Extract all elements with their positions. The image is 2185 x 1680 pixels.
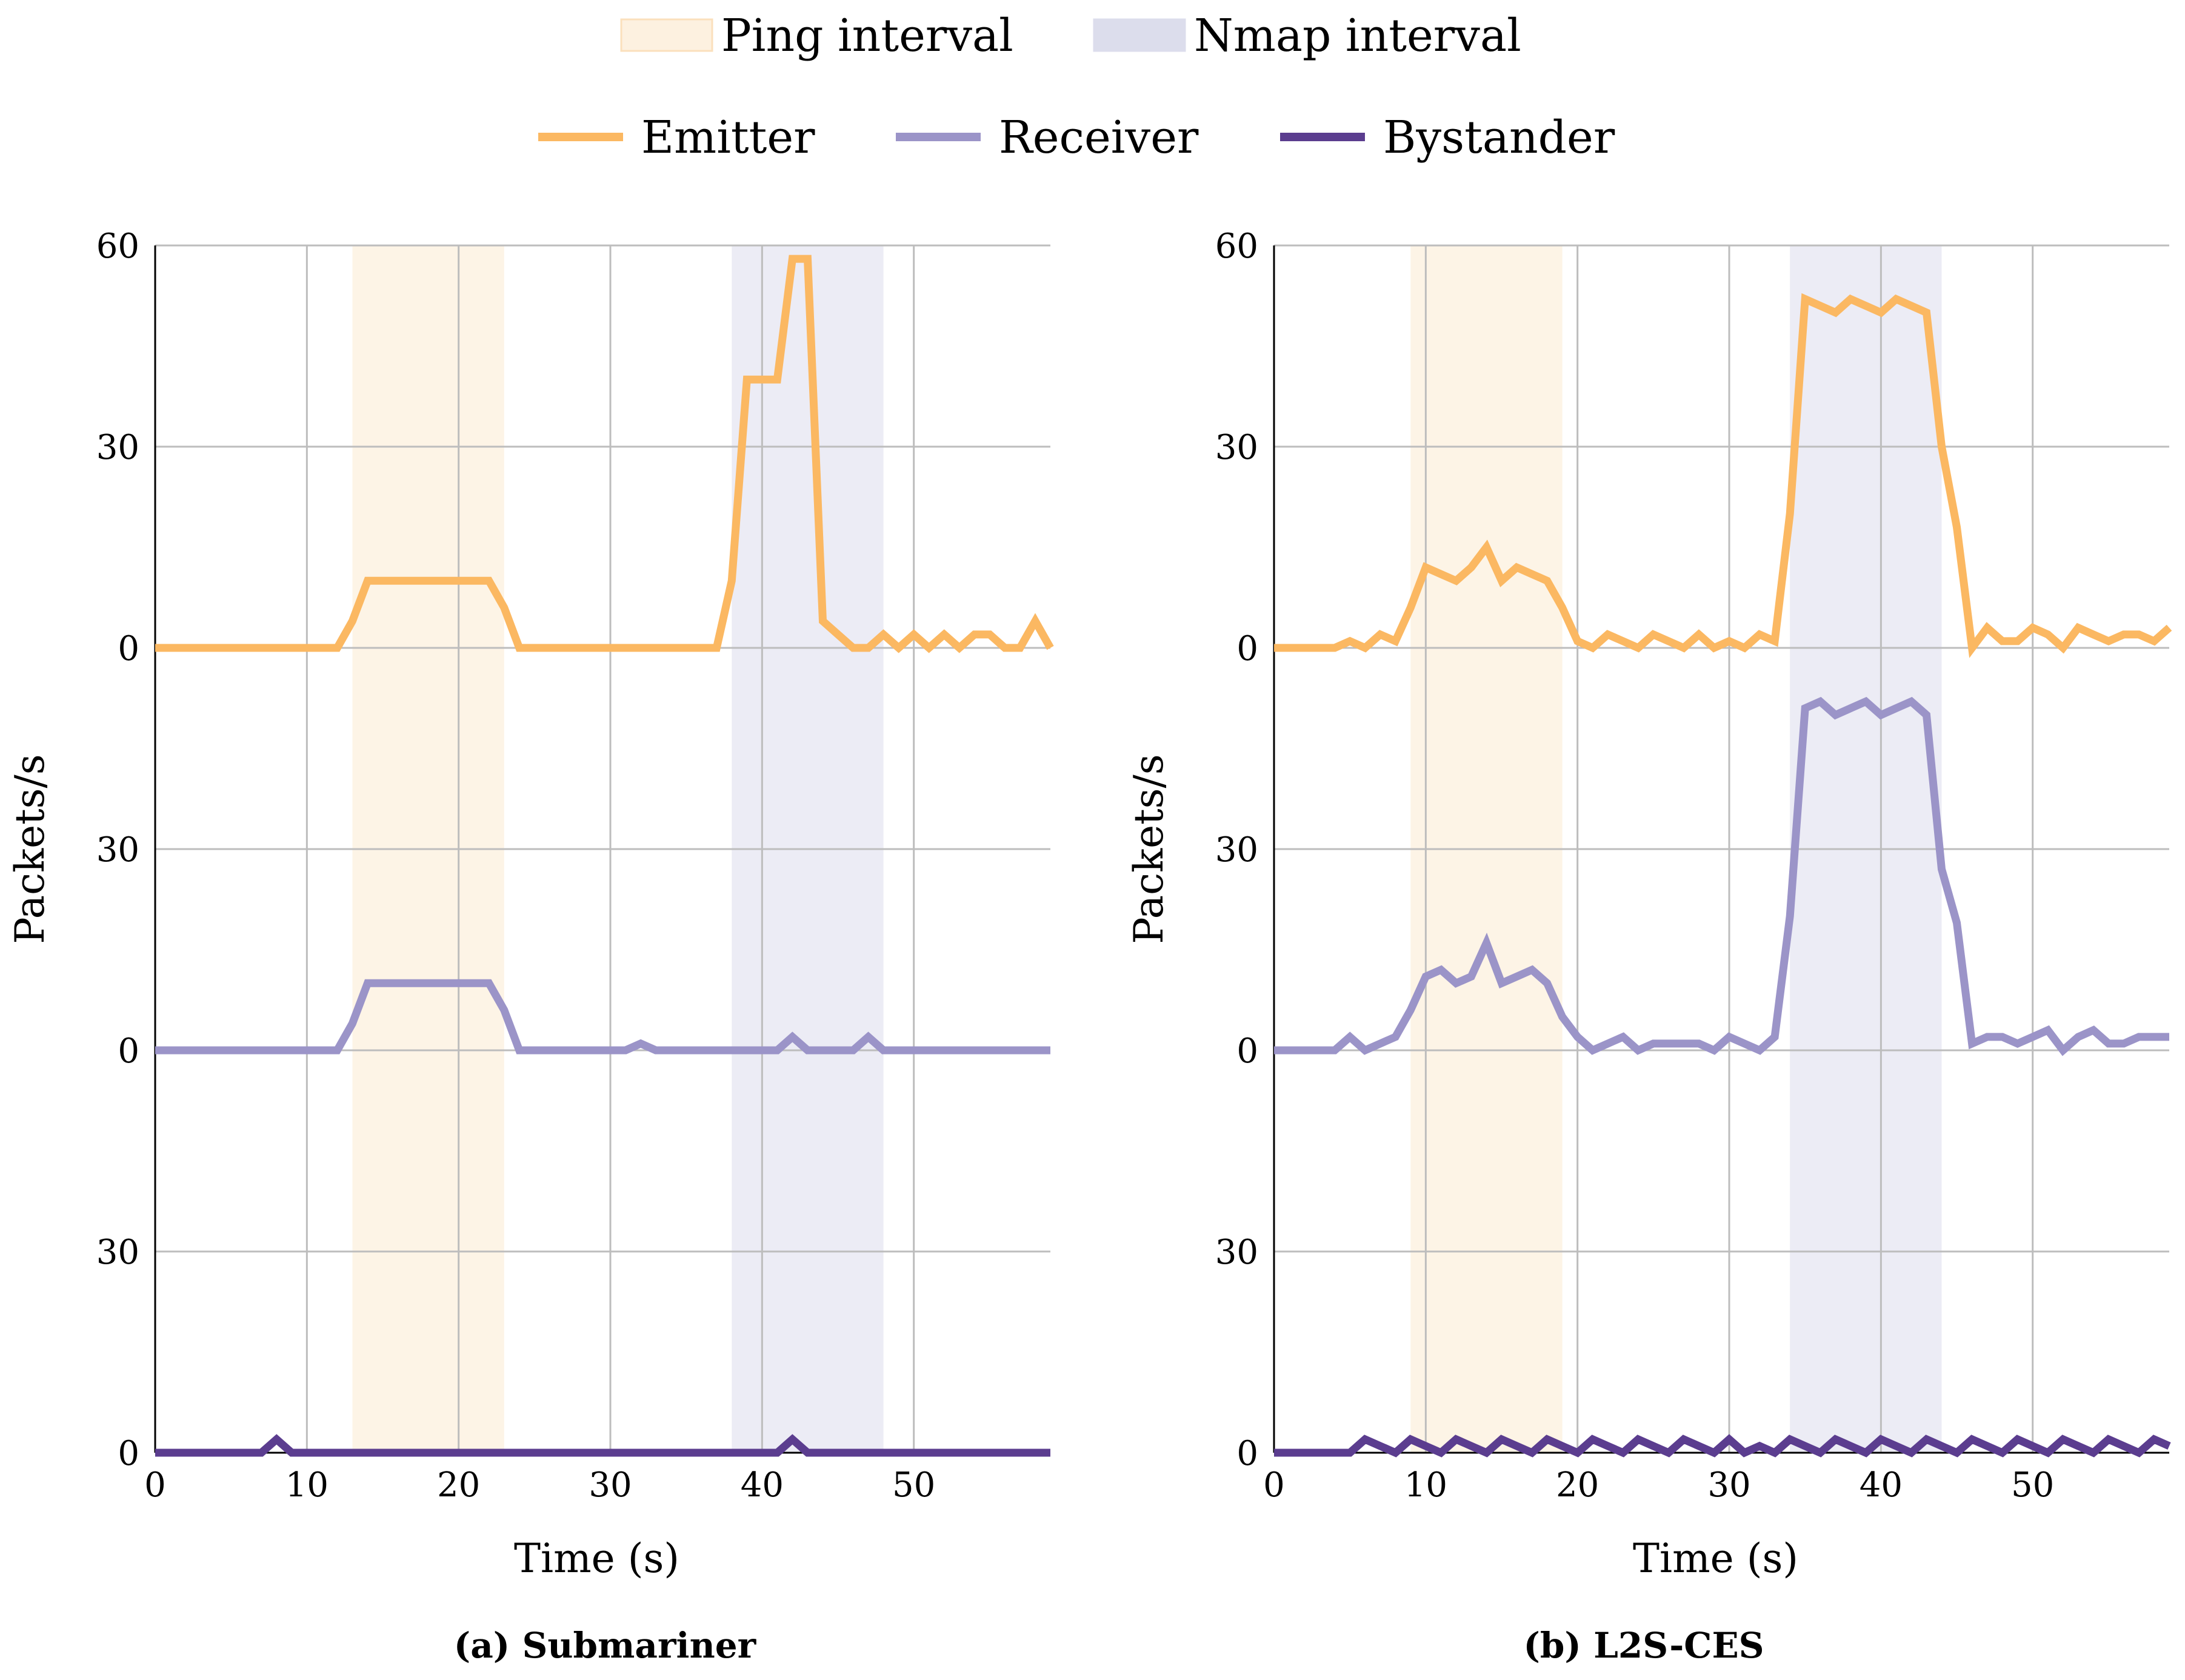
y-tick-label: 30 xyxy=(96,830,139,870)
legend-label-receiver: Receiver xyxy=(999,112,1199,164)
series-line-receiver xyxy=(155,979,1050,1055)
chart-panel-b: 0 30 60 0 30 0 30 0 10 20 30 40 50 Time (s) Packets/s (… xyxy=(1126,227,2172,1666)
y-tick-label: 30 xyxy=(96,428,139,467)
legend: Ping interval Nmap interval Emitter Receive… xyxy=(538,10,1615,164)
legend-swatch-ping xyxy=(620,18,713,52)
y-tick-label: 0 xyxy=(1236,629,1258,668)
x-tick-label: 10 xyxy=(285,1465,329,1505)
y-tick-label: 0 xyxy=(118,1032,139,1071)
y-tick-label: 0 xyxy=(1236,1434,1258,1473)
series-line-emitter xyxy=(1274,293,2172,658)
y-tick-label: 60 xyxy=(96,227,139,266)
legend-label-nmap: Nmap interval xyxy=(1194,10,1521,62)
chart-panels: 0 30 60 0 30 0 30 0 10 20 30 40 50 Time (s) Packets/s (… xyxy=(7,227,2172,1666)
panel-caption: (a) Submariner xyxy=(454,1625,757,1666)
x-tick-label: 20 xyxy=(437,1465,480,1505)
series-line-emitter xyxy=(155,255,1054,653)
x-tick-label: 30 xyxy=(1707,1465,1750,1505)
y-axis-label: Packets/s xyxy=(7,754,53,944)
series-line-receiver xyxy=(1274,696,2169,1056)
y-tick-label: 30 xyxy=(96,1233,139,1272)
legend-label-emitter: Emitter xyxy=(641,112,815,164)
series-line-bystander xyxy=(1274,1434,2171,1458)
x-tick-label: 30 xyxy=(589,1465,632,1505)
chart-panel-a: 0 30 60 0 30 0 30 0 10 20 30 40 50 Time (s) Packets/s (… xyxy=(7,227,1054,1666)
x-axis-label: Time (s) xyxy=(514,1535,679,1582)
panel-caption: (b) L2S-CES xyxy=(1523,1625,1764,1666)
x-axis-label: Time (s) xyxy=(1633,1535,1798,1582)
y-tick-label: 30 xyxy=(1215,830,1258,870)
series-line-bystander xyxy=(155,1434,1050,1457)
x-tick-label: 40 xyxy=(741,1465,784,1505)
x-tick-label: 20 xyxy=(1556,1465,1599,1505)
y-tick-label: 60 xyxy=(1215,227,1258,266)
y-tick-label: 0 xyxy=(118,1434,139,1473)
y-axis-label: Packets/s xyxy=(1126,754,1172,944)
x-tick-label: 0 xyxy=(1263,1465,1285,1505)
y-tick-label: 0 xyxy=(118,629,139,668)
x-tick-label: 10 xyxy=(1404,1465,1447,1505)
y-tick-label: 30 xyxy=(1215,428,1258,467)
legend-label-bystander: Bystander xyxy=(1383,112,1615,164)
x-tick-label: 50 xyxy=(2011,1465,2054,1505)
legend-swatch-nmap xyxy=(1093,18,1186,52)
y-tick-label: 30 xyxy=(1215,1233,1258,1272)
x-tick-label: 50 xyxy=(892,1465,935,1505)
x-tick-label: 0 xyxy=(144,1465,166,1505)
y-tick-label: 0 xyxy=(1236,1032,1258,1071)
x-tick-label: 40 xyxy=(1860,1465,1903,1505)
legend-label-ping: Ping interval xyxy=(721,10,1013,62)
